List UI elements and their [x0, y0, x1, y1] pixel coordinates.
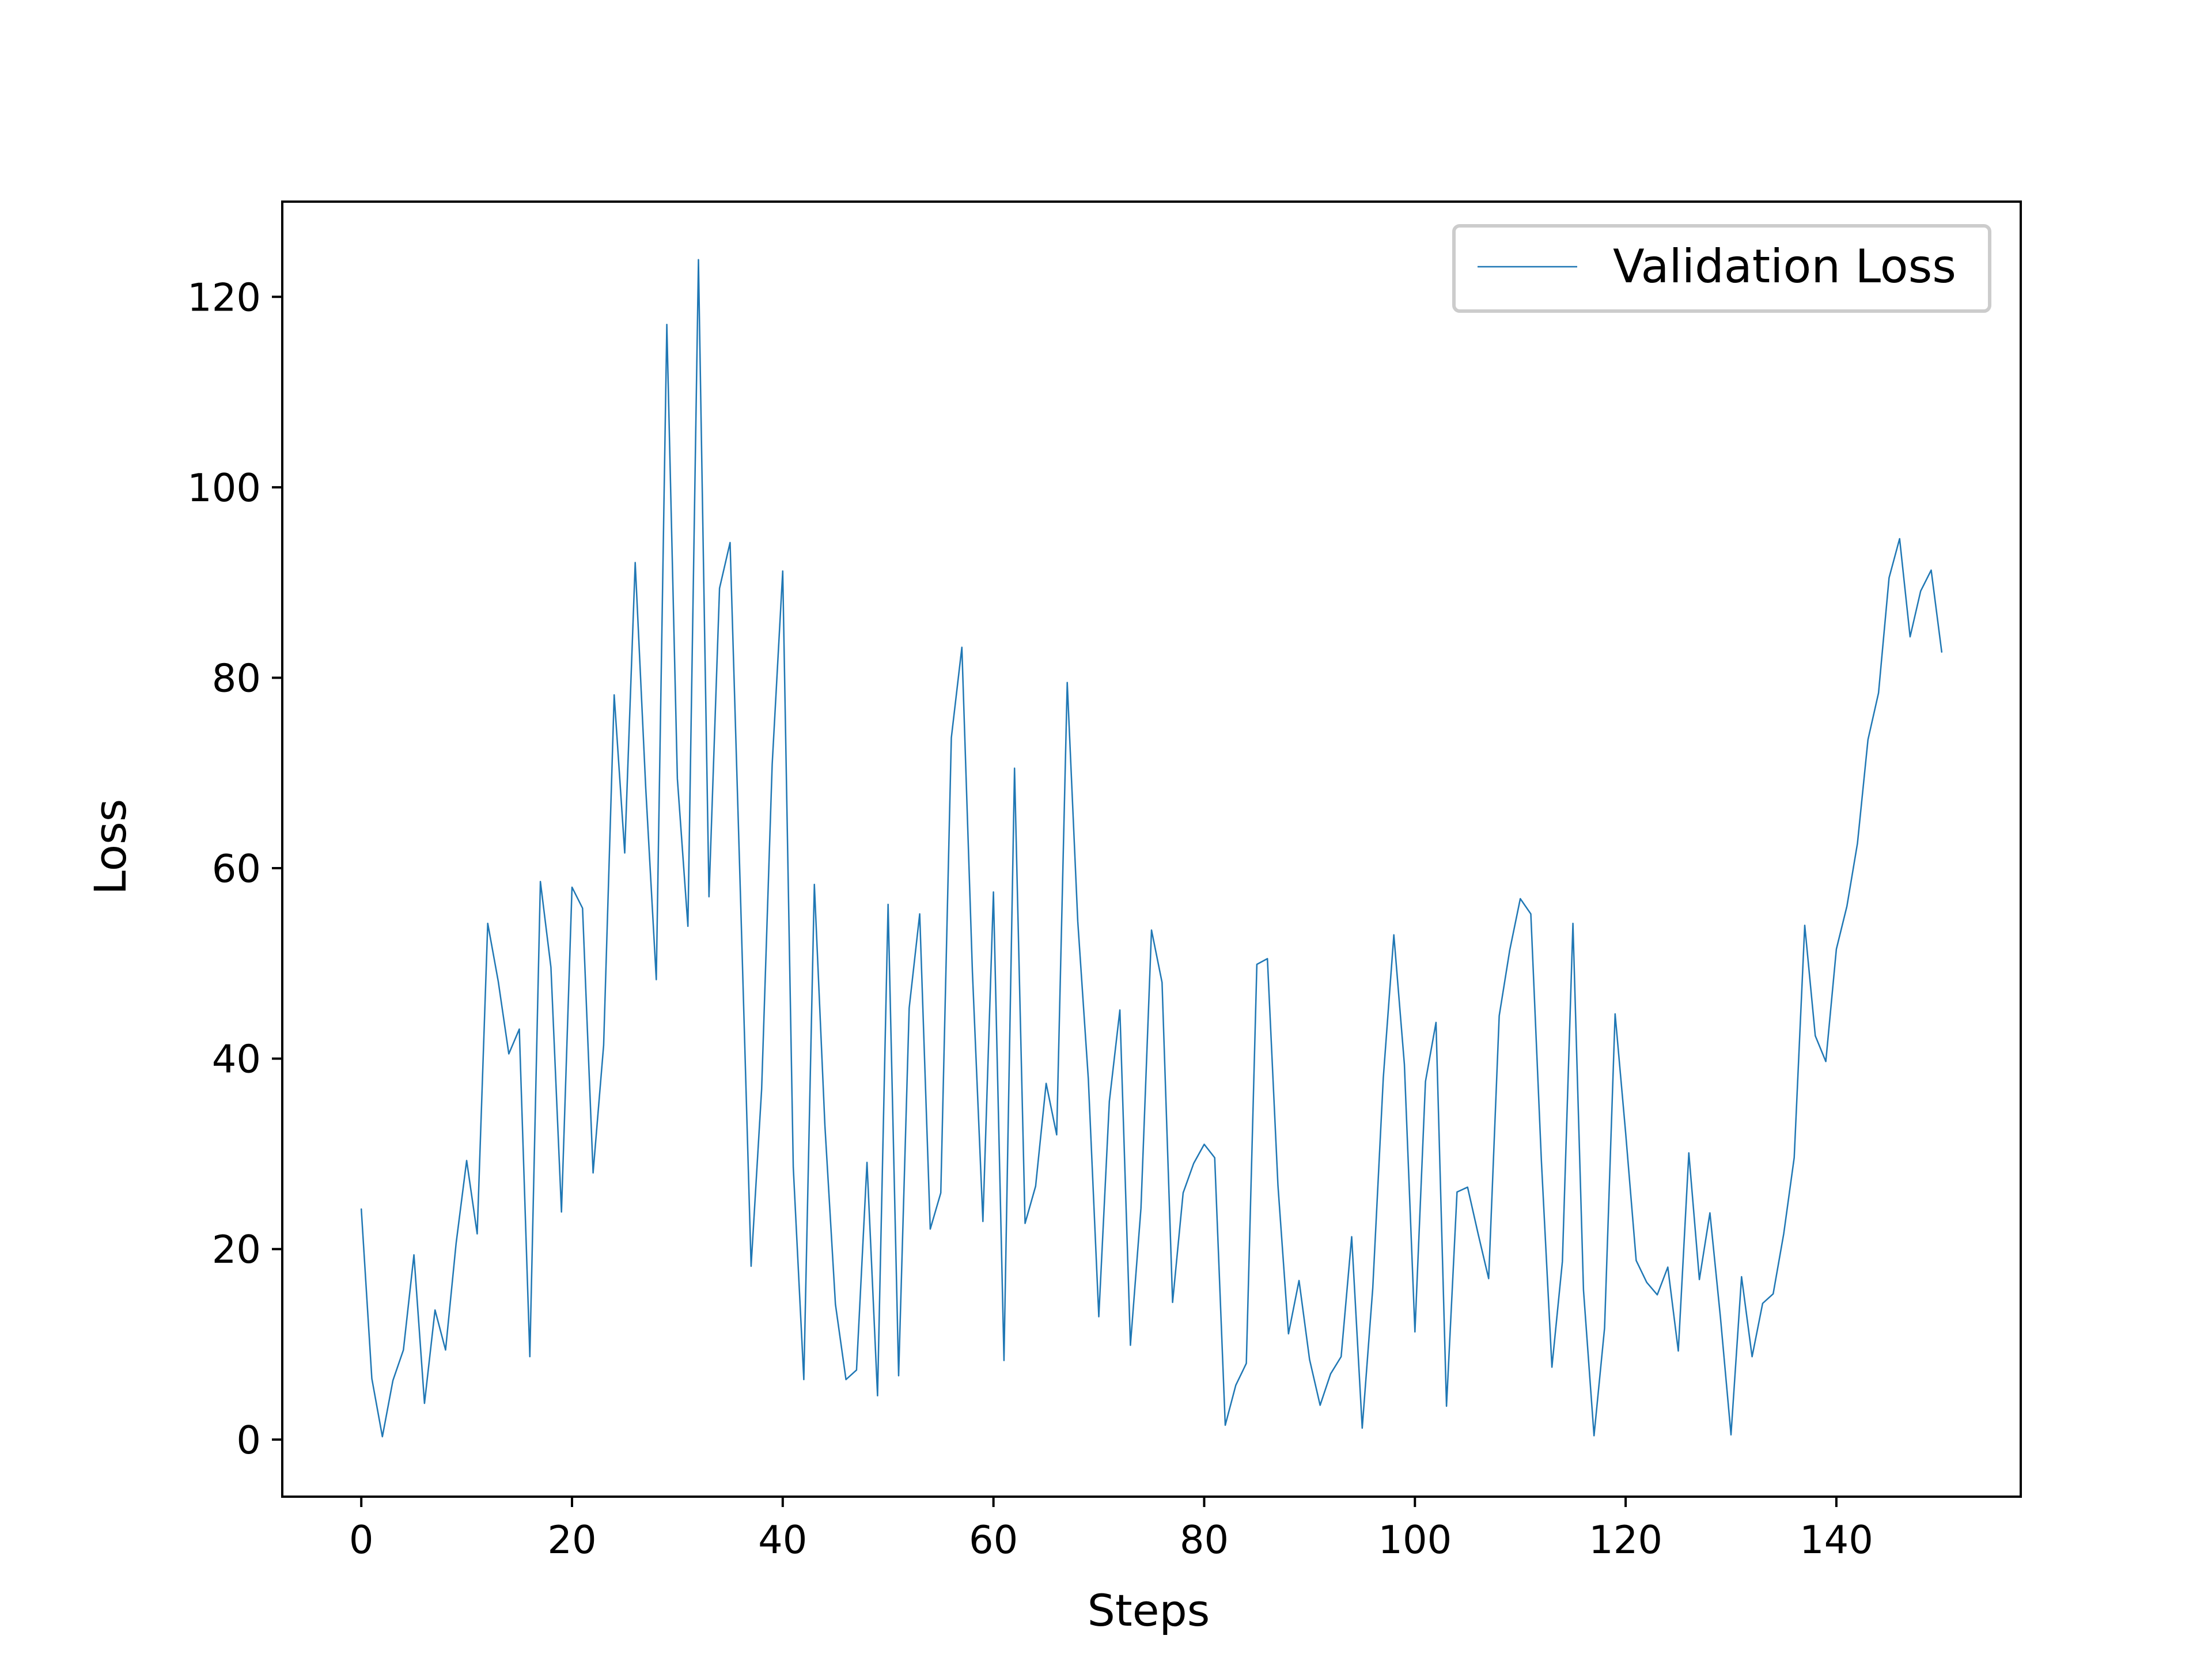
y-tick-label: 40 [212, 1037, 261, 1082]
legend-label-validation-loss: Validation Loss [1613, 240, 1956, 293]
y-axis-label: Loss [85, 799, 136, 895]
y-tick-label: 120 [187, 275, 261, 320]
x-tick-label: 0 [349, 1517, 374, 1562]
series-line-0 [360, 259, 1943, 1438]
legend-frame [1452, 224, 1991, 313]
x-tick-label: 40 [758, 1517, 807, 1562]
y-tick-label: 20 [212, 1227, 261, 1272]
legend: Validation Loss [1452, 224, 1991, 313]
x-tick-label: 80 [1180, 1517, 1229, 1562]
x-tick-label: 140 [1800, 1517, 1873, 1562]
plot-layer [360, 259, 1943, 1438]
x-tick-label: 100 [1378, 1517, 1452, 1562]
plot-frame [281, 200, 2022, 1498]
x-tick-label: 60 [969, 1517, 1018, 1562]
y-tick-label: 100 [187, 465, 261, 510]
y-tick-label: 0 [236, 1418, 261, 1463]
axes-layer: 0 20 40 60 80 100 120 140 0 20 40 60 80 100 120 [187, 200, 2022, 1562]
y-tick-label: 80 [212, 656, 261, 701]
x-tick-label: 20 [547, 1517, 596, 1562]
x-axis-label: Steps [1088, 1585, 1210, 1636]
x-tick-label: 120 [1589, 1517, 1662, 1562]
y-tick-label: 60 [212, 846, 261, 891]
